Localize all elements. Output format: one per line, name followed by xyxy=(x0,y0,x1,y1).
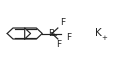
Text: −: − xyxy=(52,33,58,39)
Text: F: F xyxy=(66,33,71,42)
Text: K: K xyxy=(95,28,102,39)
Text: B: B xyxy=(48,29,54,38)
Text: F: F xyxy=(56,40,61,49)
Text: +: + xyxy=(101,35,107,41)
Text: F: F xyxy=(60,18,65,27)
